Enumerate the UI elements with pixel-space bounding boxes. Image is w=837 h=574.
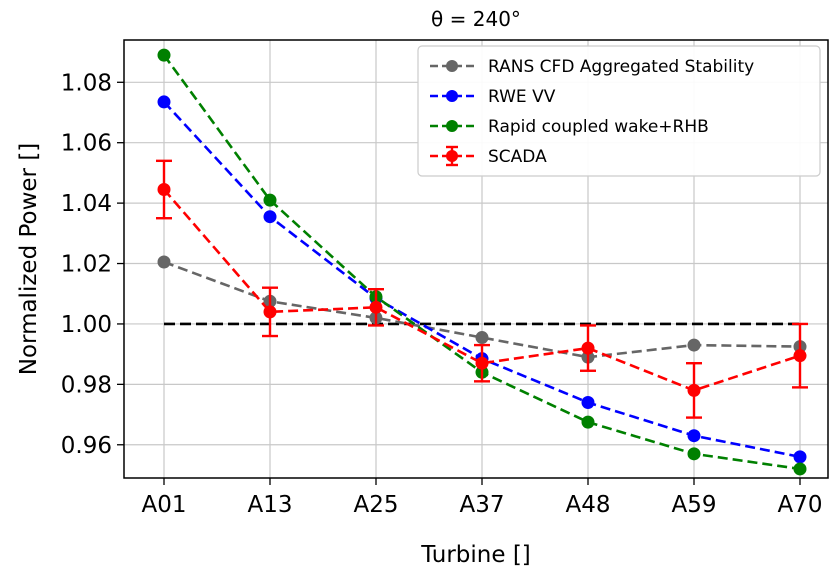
y-tick-label: 1.08 [61,70,112,96]
legend-marker [446,120,458,132]
y-tick-label: 1.04 [61,191,112,217]
data-point [793,450,807,464]
data-point [263,210,277,224]
data-point [581,395,595,409]
x-tick-label: A59 [671,492,716,518]
series-layer [156,48,808,476]
x-tick-label: A48 [565,492,610,518]
data-point [157,48,171,62]
y-tick-label: 0.98 [61,372,112,398]
data-point [475,331,489,345]
data-point [687,429,701,443]
y-tick-label: 1.02 [61,252,112,278]
data-point [157,183,171,197]
legend-label: SCADA [488,147,547,167]
data-point [369,300,383,314]
y-axis: 0.96 0.98 1.00 1.02 1.04 1.06 1.08 [61,70,124,459]
data-point [793,462,807,476]
legend-marker [446,90,458,102]
legend-item: SCADA [430,145,547,167]
data-point [263,193,277,207]
data-point [157,95,171,109]
data-point [687,447,701,461]
x-axis-label: Turbine [] [420,542,531,568]
x-tick-label: A25 [353,492,398,518]
data-point [157,255,171,269]
legend-marker [446,60,458,72]
x-tick-label: A01 [141,492,186,518]
y-tick-label: 0.96 [61,433,112,459]
x-tick-label: A70 [777,492,822,518]
data-point [581,341,595,355]
y-axis-label: Normalized Power [] [16,143,42,376]
plot-frame [123,39,829,479]
legend-label: RWE VV [488,87,556,107]
data-point [687,338,701,352]
legend-item: RWE VV [430,87,556,107]
legend-label: RANS CFD Aggregated Stability [488,57,754,77]
legend-item: RANS CFD Aggregated Stability [430,57,754,77]
legend-marker [446,150,458,162]
data-point [475,356,489,370]
series-3 [156,159,808,419]
y-tick-label: 1.00 [61,312,112,338]
x-tick-label: A37 [459,492,504,518]
legend-label: Rapid coupled wake+RHB [488,117,709,137]
data-point [793,349,807,363]
data-point [687,383,701,397]
x-tick-label: A13 [247,492,292,518]
legend: RANS CFD Aggregated Stability RWE VV Rapid… [417,45,821,177]
x-axis: A01 A13 A25 A37 A48 A59 A70 [141,478,823,518]
legend-item: Rapid coupled wake+RHB [430,117,709,137]
data-point [263,305,277,319]
data-point [581,415,595,429]
chart-title: θ = 240° [431,7,521,31]
y-tick-label: 1.06 [61,131,112,157]
legend-box [417,45,821,177]
